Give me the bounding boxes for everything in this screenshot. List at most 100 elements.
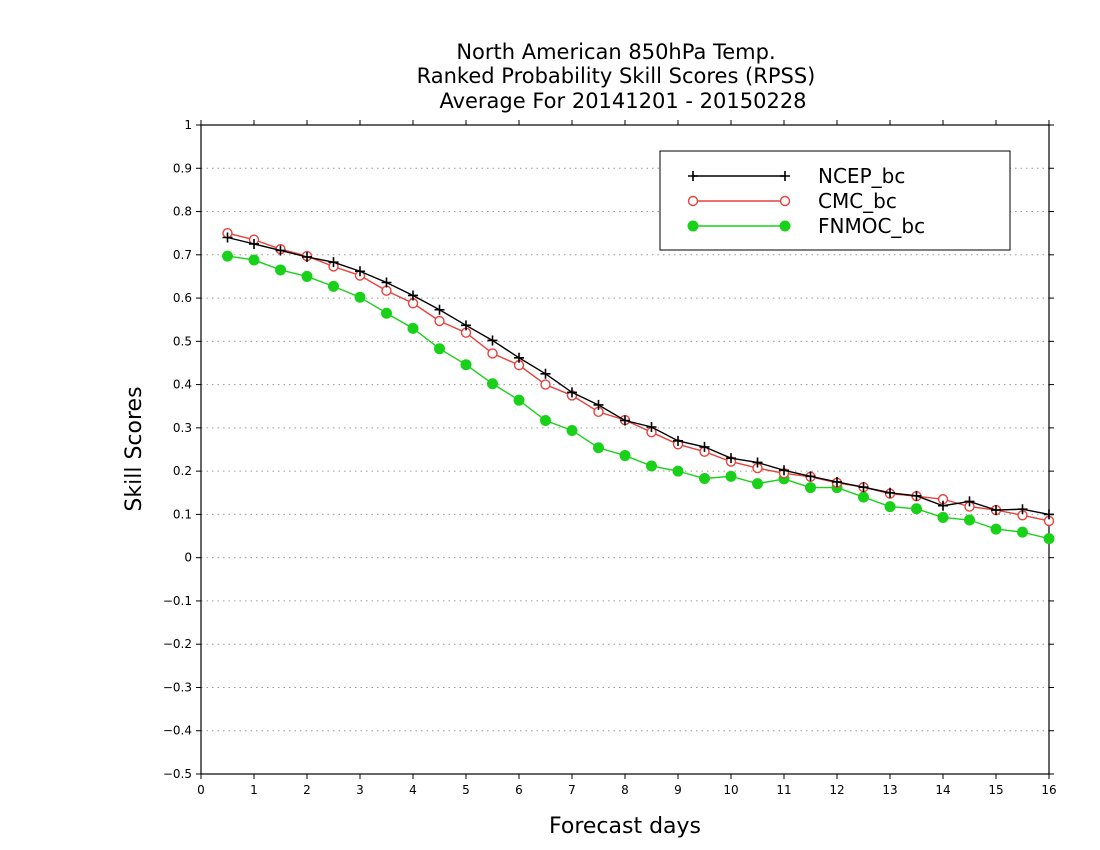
- y-tick-label: −0.1: [163, 594, 192, 608]
- data-point-ncep-bc: [222, 232, 233, 243]
- data-point-ncep-bc: [328, 257, 339, 268]
- title-line-3: Average For 20141201 - 20150228: [439, 89, 806, 113]
- y-tick-label: 0.9: [173, 161, 192, 175]
- y-tick-label: −0.4: [163, 724, 192, 738]
- legend-marker-end-cmc-bc: [779, 195, 791, 207]
- x-tick-label: 6: [515, 783, 523, 797]
- y-tick-label: 0.3: [173, 421, 192, 435]
- data-point-fnmoc-bc: [434, 343, 445, 355]
- data-point-ncep-bc: [699, 441, 710, 452]
- data-point-ncep-bc: [752, 457, 763, 468]
- series-fnmoc-bc: [222, 250, 1055, 545]
- data-point-fnmoc-bc: [540, 415, 551, 427]
- data-point-ncep-bc: [275, 245, 286, 256]
- data-point-fnmoc-bc: [593, 442, 604, 454]
- x-tick-label: 16: [1041, 783, 1056, 797]
- legend-entry-ncep-bc: NCEP_bc: [688, 164, 905, 188]
- data-point-cmc-bc: [434, 315, 445, 327]
- data-point-ncep-bc: [832, 476, 842, 487]
- x-tick-label: 12: [829, 783, 844, 797]
- data-point-ncep-bc: [991, 505, 1001, 516]
- x-tick-label: 5: [462, 783, 470, 797]
- data-point-fnmoc-bc: [964, 514, 975, 526]
- legend-marker-end-fnmoc-bc: [779, 220, 791, 232]
- data-point-fnmoc-bc: [460, 359, 472, 371]
- data-point-cmc-bc: [540, 379, 551, 390]
- legend-label-ncep-bc: NCEP_bc: [818, 164, 905, 188]
- data-point-fnmoc-bc: [672, 465, 684, 477]
- x-tick-label: 8: [621, 783, 629, 797]
- data-point-fnmoc-bc: [937, 511, 949, 523]
- data-point-cmc-bc: [381, 285, 392, 296]
- data-point-fnmoc-bc: [858, 491, 869, 503]
- series-group: [222, 227, 1055, 545]
- x-tick-label: 3: [356, 783, 364, 797]
- legend-entry-fnmoc-bc: FNMOC_bc: [687, 214, 925, 238]
- data-point-ncep-bc: [434, 304, 445, 315]
- data-point-ncep-bc: [540, 368, 551, 379]
- data-point-cmc-bc: [487, 348, 498, 359]
- data-point-fnmoc-bc: [487, 378, 498, 390]
- y-tick-label: 0.2: [173, 464, 192, 478]
- x-tick-label: 7: [568, 783, 576, 797]
- grid-lines: [201, 167, 1049, 732]
- data-point-ncep-bc: [885, 487, 895, 498]
- legend-label-cmc-bc: CMC_bc: [818, 189, 897, 213]
- legend-marker-start-fnmoc-bc: [687, 220, 699, 232]
- y-axis: −0.5 −0.4 −0.3 −0.2 −0.1 0 0.1 0.2 0.3 0.4 0.5 0.6 0…: [163, 118, 1054, 781]
- data-point-ncep-bc: [805, 471, 816, 482]
- data-point-ncep-bc: [1044, 509, 1054, 520]
- x-tick-label: 0: [197, 783, 205, 797]
- legend-marker-start-ncep-bc: [688, 171, 698, 181]
- data-point-fnmoc-bc: [752, 478, 763, 490]
- x-tick-label: 14: [935, 783, 950, 797]
- data-point-ncep-bc: [567, 387, 577, 398]
- data-point-fnmoc-bc: [725, 470, 737, 482]
- title-line-2: Ranked Probability Skill Scores (RPSS): [417, 64, 816, 88]
- data-point-ncep-bc: [355, 266, 365, 277]
- x-tick-label: 13: [882, 783, 897, 797]
- data-point-fnmoc-bc: [275, 264, 286, 276]
- data-point-ncep-bc: [938, 500, 948, 511]
- data-point-ncep-bc: [726, 453, 736, 464]
- data-point-ncep-bc: [1017, 504, 1028, 515]
- data-point-fnmoc-bc: [884, 501, 896, 513]
- x-tick-label: 11: [776, 783, 791, 797]
- legend-label-fnmoc-bc: FNMOC_bc: [818, 214, 925, 238]
- title-line-1: North American 850hPa Temp.: [456, 40, 775, 64]
- data-point-fnmoc-bc: [1017, 526, 1028, 538]
- data-point-ncep-bc: [779, 465, 789, 476]
- legend-marker-start-cmc-bc: [687, 195, 699, 207]
- x-axis-label: Forecast days: [549, 814, 701, 839]
- data-point-ncep-bc: [620, 415, 630, 426]
- data-point-fnmoc-bc: [646, 460, 657, 472]
- y-tick-label: 0.7: [173, 248, 192, 262]
- data-point-fnmoc-bc: [619, 450, 631, 462]
- x-tick-label: 1: [250, 783, 258, 797]
- y-tick-label: 1: [184, 118, 192, 132]
- data-point-fnmoc-bc: [990, 523, 1002, 535]
- data-point-fnmoc-bc: [301, 270, 313, 282]
- series-cmc-bc: [222, 227, 1055, 527]
- data-point-fnmoc-bc: [911, 503, 922, 515]
- data-point-fnmoc-bc: [407, 322, 419, 334]
- series-ncep-bc: [222, 232, 1054, 520]
- y-tick-label: 0.8: [173, 205, 192, 219]
- data-point-ncep-bc: [964, 496, 975, 507]
- series-line-ncep-bc: [227, 236, 1050, 516]
- x-tick-label: 15: [988, 783, 1003, 797]
- data-point-ncep-bc: [408, 290, 418, 301]
- data-point-fnmoc-bc: [513, 394, 525, 406]
- data-point-ncep-bc: [461, 320, 471, 331]
- data-point-ncep-bc: [249, 238, 259, 249]
- data-point-fnmoc-bc: [328, 280, 339, 292]
- y-tick-label: −0.3: [163, 680, 192, 694]
- x-tick-label: 9: [674, 783, 682, 797]
- data-point-fnmoc-bc: [222, 250, 233, 262]
- series-line-cmc-bc: [227, 232, 1050, 522]
- data-point-ncep-bc: [646, 422, 657, 433]
- legend-entry-cmc-bc: CMC_bc: [687, 189, 897, 213]
- data-point-fnmoc-bc: [1043, 533, 1055, 545]
- data-point-fnmoc-bc: [699, 472, 710, 484]
